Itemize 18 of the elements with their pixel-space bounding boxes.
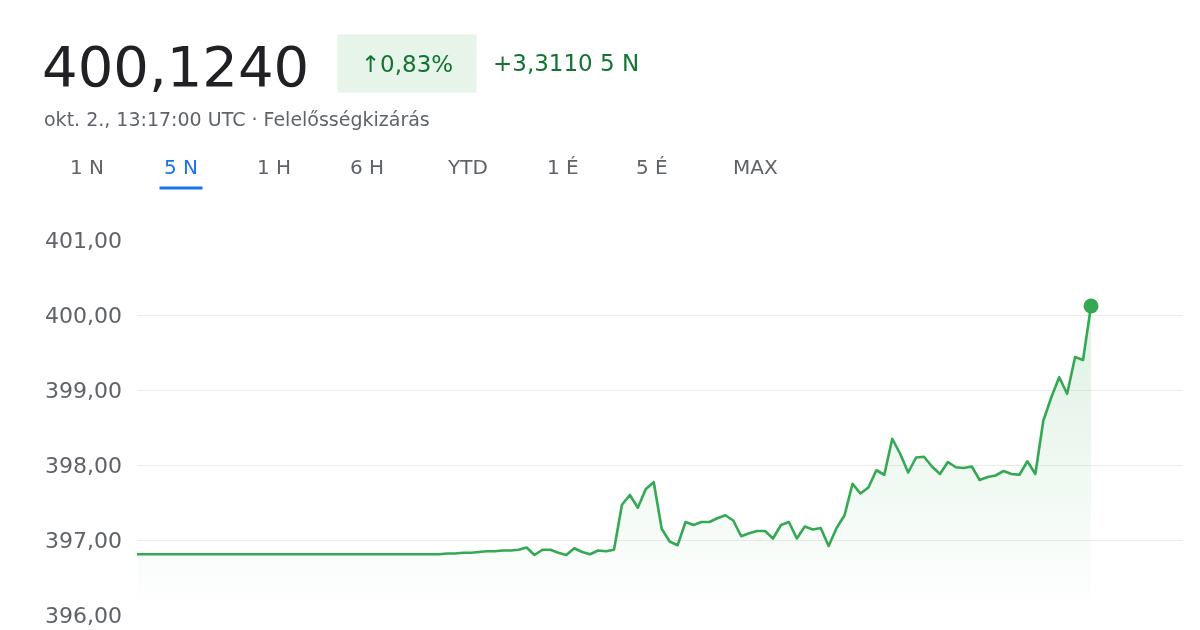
chart-title: 400,1240: [42, 33, 310, 99]
text: 5 N: [164, 155, 199, 179]
text: 1 H: [257, 155, 292, 179]
y-tick-label: 398,00: [45, 452, 122, 478]
text: 5 É: [636, 155, 668, 179]
y-tick-label: 401,00: [45, 227, 122, 253]
text: 1 N: [70, 155, 105, 179]
text: 1 É: [547, 155, 579, 179]
y-tick-label: 400,00: [45, 302, 122, 328]
y-tick-label: 396,00: [45, 602, 122, 628]
y-tick-label: 397,00: [45, 527, 122, 553]
text: 6 H: [350, 155, 385, 179]
text: MAX: [733, 155, 778, 179]
text: ↑0,83%: [360, 50, 454, 77]
text: +3,3110 5 N: [493, 50, 640, 76]
chart-subtitle: okt. 2., 13:17:00 UTC · Felelősségkizárás: [44, 108, 430, 130]
text: YTD: [447, 155, 488, 179]
y-tick-label: 399,00: [45, 377, 122, 403]
